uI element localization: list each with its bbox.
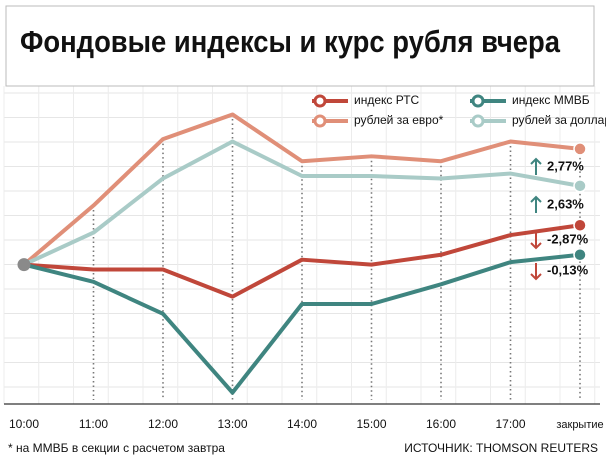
x-tick-label: 12:00 xyxy=(148,417,178,431)
end-marker xyxy=(573,179,587,193)
annotation: 2,63% xyxy=(547,196,584,211)
start-marker xyxy=(17,258,31,272)
legend-marker xyxy=(313,114,327,128)
x-tick-label: 15:00 xyxy=(356,417,386,431)
annotation: -0,13% xyxy=(547,262,589,277)
chart-title: Фондовые индексы и курс рубля вчера xyxy=(20,24,561,59)
legend-label: рублей за доллар* xyxy=(512,113,606,127)
legend-label: рублей за евро* xyxy=(354,113,444,127)
series-line xyxy=(22,112,581,267)
x-tick-label: 17:00 xyxy=(495,417,525,431)
arrow-head xyxy=(530,273,542,281)
end-marker xyxy=(573,142,587,156)
legend-marker xyxy=(471,94,485,108)
arrow-head xyxy=(530,195,542,203)
x-tick-label: 16:00 xyxy=(426,417,456,431)
legend-marker xyxy=(471,114,485,128)
x-tick-label: 14:00 xyxy=(287,417,317,431)
series-line xyxy=(23,252,581,395)
x-tick-label: 11:00 xyxy=(79,417,108,431)
title-box xyxy=(5,5,595,87)
x-tick-label: закрытие xyxy=(556,419,603,431)
annotation: 2,77% xyxy=(547,158,584,173)
series-line xyxy=(23,139,581,267)
footnote: * на ММВБ в секции с расчетом завтра xyxy=(8,441,225,455)
x-tick-label: 10:00 xyxy=(9,417,39,431)
end-marker xyxy=(573,218,587,232)
arrow-head xyxy=(530,157,542,165)
series-line xyxy=(23,223,581,299)
legend-marker xyxy=(313,94,327,108)
arrow-head xyxy=(530,242,542,250)
legend-label: индекс ММВБ xyxy=(512,93,590,107)
end-marker xyxy=(573,248,587,262)
x-tick-label: 13:00 xyxy=(217,417,247,431)
legend-label: индекс РТС xyxy=(354,93,420,107)
source: ИСТОЧНИК: THOMSON REUTERS xyxy=(404,441,598,455)
annotation: -2,87% xyxy=(547,231,589,246)
